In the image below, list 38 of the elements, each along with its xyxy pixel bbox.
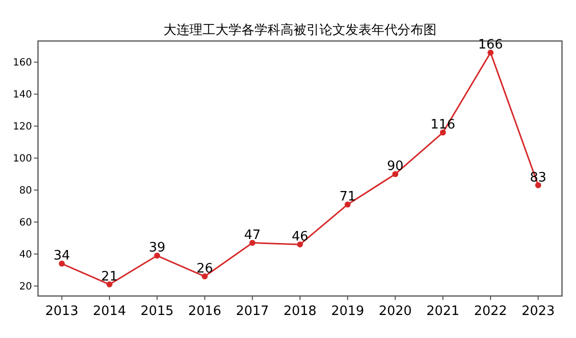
point <box>249 240 256 246</box>
x-tick-label: 2015 <box>140 304 174 319</box>
x-tick-label: 2019 <box>331 304 364 319</box>
data-label: 21 <box>101 269 118 284</box>
y-tick-label: 60 <box>19 218 32 229</box>
x-tick-label: 2022 <box>474 304 508 319</box>
x-tick-label: 2013 <box>45 304 78 319</box>
y-tick-label: 80 <box>19 186 32 197</box>
data-label: 71 <box>339 189 356 204</box>
data-label: 90 <box>387 159 404 174</box>
point <box>154 252 160 259</box>
data-label: 46 <box>292 229 308 244</box>
y-tick-label: 100 <box>12 154 32 165</box>
y-tick-label: 160 <box>12 58 32 69</box>
x-tick-label: 2016 <box>188 304 222 319</box>
point <box>58 260 65 267</box>
y-tick-label: 40 <box>19 250 32 261</box>
x-tick-label: 2017 <box>236 304 269 319</box>
point <box>297 241 303 248</box>
x-tick-label: 2014 <box>92 304 126 319</box>
point <box>106 281 112 288</box>
y-tick-label: 20 <box>19 282 32 293</box>
x-tick-label: 2018 <box>283 304 317 319</box>
data-label: 47 <box>244 228 261 243</box>
y-tick-label: 140 <box>12 90 32 101</box>
data-label: 166 <box>478 38 503 53</box>
data-label: 39 <box>148 240 166 256</box>
chart-title: 大连理工大学各学科高被引论文发表年代分布图 <box>164 22 436 38</box>
x-tick-label: 2020 <box>378 304 412 319</box>
y-tick-label: 120 <box>12 122 32 133</box>
point <box>202 273 208 280</box>
data-label: 26 <box>196 261 213 276</box>
point <box>488 50 494 56</box>
point <box>392 171 398 178</box>
x-tick-label: 2021 <box>426 304 460 319</box>
x-tick-label: 2023 <box>522 304 555 319</box>
point <box>344 201 351 208</box>
data-label: 34 <box>54 248 70 264</box>
